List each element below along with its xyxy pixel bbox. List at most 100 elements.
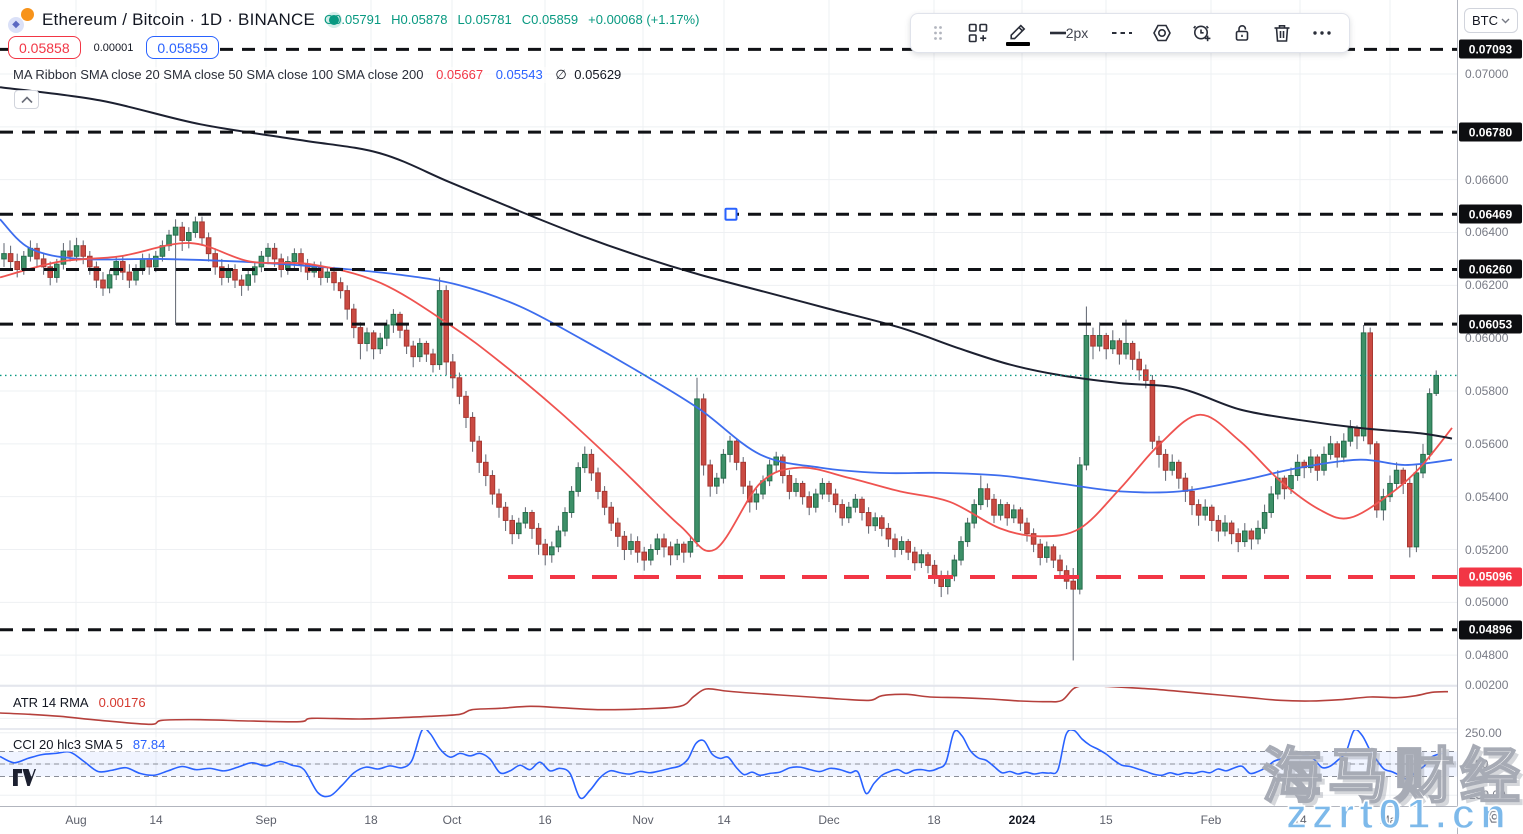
color-picker-button[interactable]: [1001, 17, 1035, 49]
level-price-badge: 0.06053: [1459, 314, 1522, 334]
pencil-icon: [1010, 24, 1026, 40]
level-price-badge: 0.06780: [1459, 122, 1522, 142]
axis-tick-label: -250.00: [1465, 788, 1506, 803]
ellipsis-icon: [1313, 31, 1331, 35]
time-tick-label: 2024: [1008, 813, 1036, 827]
sma-average-value: 0.05629: [574, 67, 622, 82]
lock-button[interactable]: [1225, 17, 1259, 49]
time-tick-label: Aug: [65, 813, 87, 827]
time-tick-label: Nov: [632, 813, 654, 827]
line-width-icon: [1049, 31, 1066, 35]
time-tick-label: 18: [927, 813, 941, 827]
axis-tick-label: 0.06200: [1465, 278, 1509, 293]
axis-tick-label: 0.07000: [1465, 66, 1509, 81]
time-tick-label: Oct: [442, 813, 462, 827]
ma-ribbon-legend[interactable]: MA Ribbon SMA close 20 SMA close 50 SMA …: [13, 67, 622, 83]
axis-settings-button[interactable]: [1486, 809, 1503, 831]
hexagon-settings-icon: [1153, 24, 1171, 42]
add-alert-button[interactable]: [1185, 17, 1219, 49]
template-button[interactable]: [961, 17, 995, 49]
price-axis[interactable]: 0.070000.068000.066000.064000.062000.060…: [1457, 0, 1523, 834]
chart-canvas[interactable]: [0, 0, 1457, 806]
sma50-value: 0.05543: [495, 67, 543, 82]
time-tick-label: 14: [149, 813, 163, 827]
buy-button[interactable]: 0.05859: [146, 36, 219, 59]
level-price-badge: 0.04896: [1459, 620, 1522, 640]
axis-tick-label: 0.05800: [1465, 384, 1509, 398]
time-tick-label: Mar: [1379, 813, 1401, 827]
more-options-button[interactable]: [1305, 17, 1339, 49]
trash-icon: [1274, 25, 1290, 42]
time-tick-label: 16: [538, 813, 552, 827]
average-symbol: ∅: [555, 67, 567, 82]
atr-label: ATR 14 RMA: [13, 695, 89, 710]
time-tick-label: Dec: [818, 813, 840, 827]
tradingview-logo[interactable]: [12, 768, 37, 792]
hexagon-settings-icon: [1488, 810, 1501, 823]
time-tick-label: 15: [1099, 813, 1113, 827]
time-tick-label: 14: [1293, 813, 1307, 827]
unlocked-padlock-icon: [1235, 25, 1249, 41]
template-icon: [968, 23, 988, 43]
axis-tick-label: 0.05400: [1465, 489, 1509, 504]
time-axis[interactable]: Aug 14 Sep 18 Oct 16 Nov 14 Dec 18 2024 15 Feb 14 Mar: [0, 806, 1523, 834]
current-color-swatch: [1006, 42, 1030, 46]
axis-tick-label: 250.00: [1465, 725, 1502, 740]
ethereum-logo-icon: ◆: [8, 16, 24, 33]
axis-tick-label: 0.00: [1465, 757, 1489, 771]
high-value: 0.05878: [400, 12, 448, 27]
axis-tick-label: 0.05000: [1465, 595, 1509, 610]
tradingview-logo-icon: [13, 769, 36, 786]
bitcoin-logo-icon: [21, 7, 34, 21]
chevron-down-icon: [1501, 18, 1510, 23]
drag-dots-icon: [934, 26, 942, 40]
dashed-line-icon: [1112, 32, 1132, 34]
axis-tick-label: 0.04800: [1465, 648, 1509, 663]
change-value: +0.00068 (+1.17%): [588, 12, 700, 27]
axis-unit-label: BTC: [1472, 13, 1498, 28]
axis-tick-label: 0.06600: [1465, 172, 1509, 187]
time-tick-label: Sep: [255, 813, 277, 827]
axis-unit-toggle[interactable]: BTC: [1464, 8, 1518, 33]
time-tick-label: Feb: [1200, 813, 1222, 827]
toolbar-drag-handle[interactable]: [921, 17, 955, 49]
level-price-badge: 0.06260: [1459, 259, 1522, 279]
chevron-up-icon: [20, 95, 33, 103]
delete-button[interactable]: [1265, 17, 1299, 49]
sell-button[interactable]: 0.05858: [8, 36, 81, 59]
visual-order-button[interactable]: [1145, 17, 1179, 49]
drawing-toolbar: 2px: [910, 13, 1350, 53]
axis-tick-label: 0.06400: [1465, 225, 1509, 240]
spread-value: 0.00001: [80, 41, 147, 54]
cci-value: 87.84: [132, 737, 166, 752]
collapse-legend-button[interactable]: [14, 90, 39, 109]
alert-clock-plus-icon: [1193, 25, 1211, 42]
axis-tick-label: 0.06000: [1465, 331, 1509, 346]
ma-ribbon-label: MA Ribbon SMA close 20 SMA close 50 SMA …: [13, 67, 424, 82]
ohlc-readout: O0.05791 H0.05878 L0.05781 C0.05859 +0.0…: [324, 12, 700, 27]
axis-tick-label: 0.05200: [1465, 542, 1509, 557]
close-value: 0.05859: [531, 12, 579, 27]
symbol-title[interactable]: Ethereum / Bitcoin · 1D · BINANCE: [42, 10, 316, 29]
time-tick-label: 18: [364, 813, 378, 827]
cci-label: CCI 20 hlc3 SMA 5: [13, 737, 123, 752]
axis-tick-label: 0.00200: [1465, 678, 1509, 692]
support-price-badge: 0.05096: [1459, 567, 1522, 587]
cci-legend[interactable]: CCI 20 hlc3 SMA 5 87.84: [13, 737, 166, 752]
pair-logo: ◆: [8, 7, 35, 33]
open-value: 0.05791: [334, 12, 382, 27]
atr-value: 0.00176: [98, 695, 146, 710]
line-width-value: 2px: [1065, 25, 1089, 41]
line-width-button[interactable]: 2px: [1041, 17, 1099, 49]
market-status-dot[interactable]: [329, 15, 340, 25]
axis-tick-label: 0.05600: [1465, 436, 1509, 451]
level-price-badge: 0.06469: [1459, 204, 1522, 224]
level-selection-handle[interactable]: [724, 207, 738, 221]
low-value: 0.05781: [464, 12, 512, 27]
atr-legend[interactable]: ATR 14 RMA 0.00176: [13, 695, 146, 710]
line-style-button[interactable]: [1105, 17, 1139, 49]
sma20-value: 0.05667: [436, 67, 484, 82]
time-tick-label: 14: [717, 813, 731, 827]
level-price-badge: 0.07093: [1459, 39, 1522, 59]
